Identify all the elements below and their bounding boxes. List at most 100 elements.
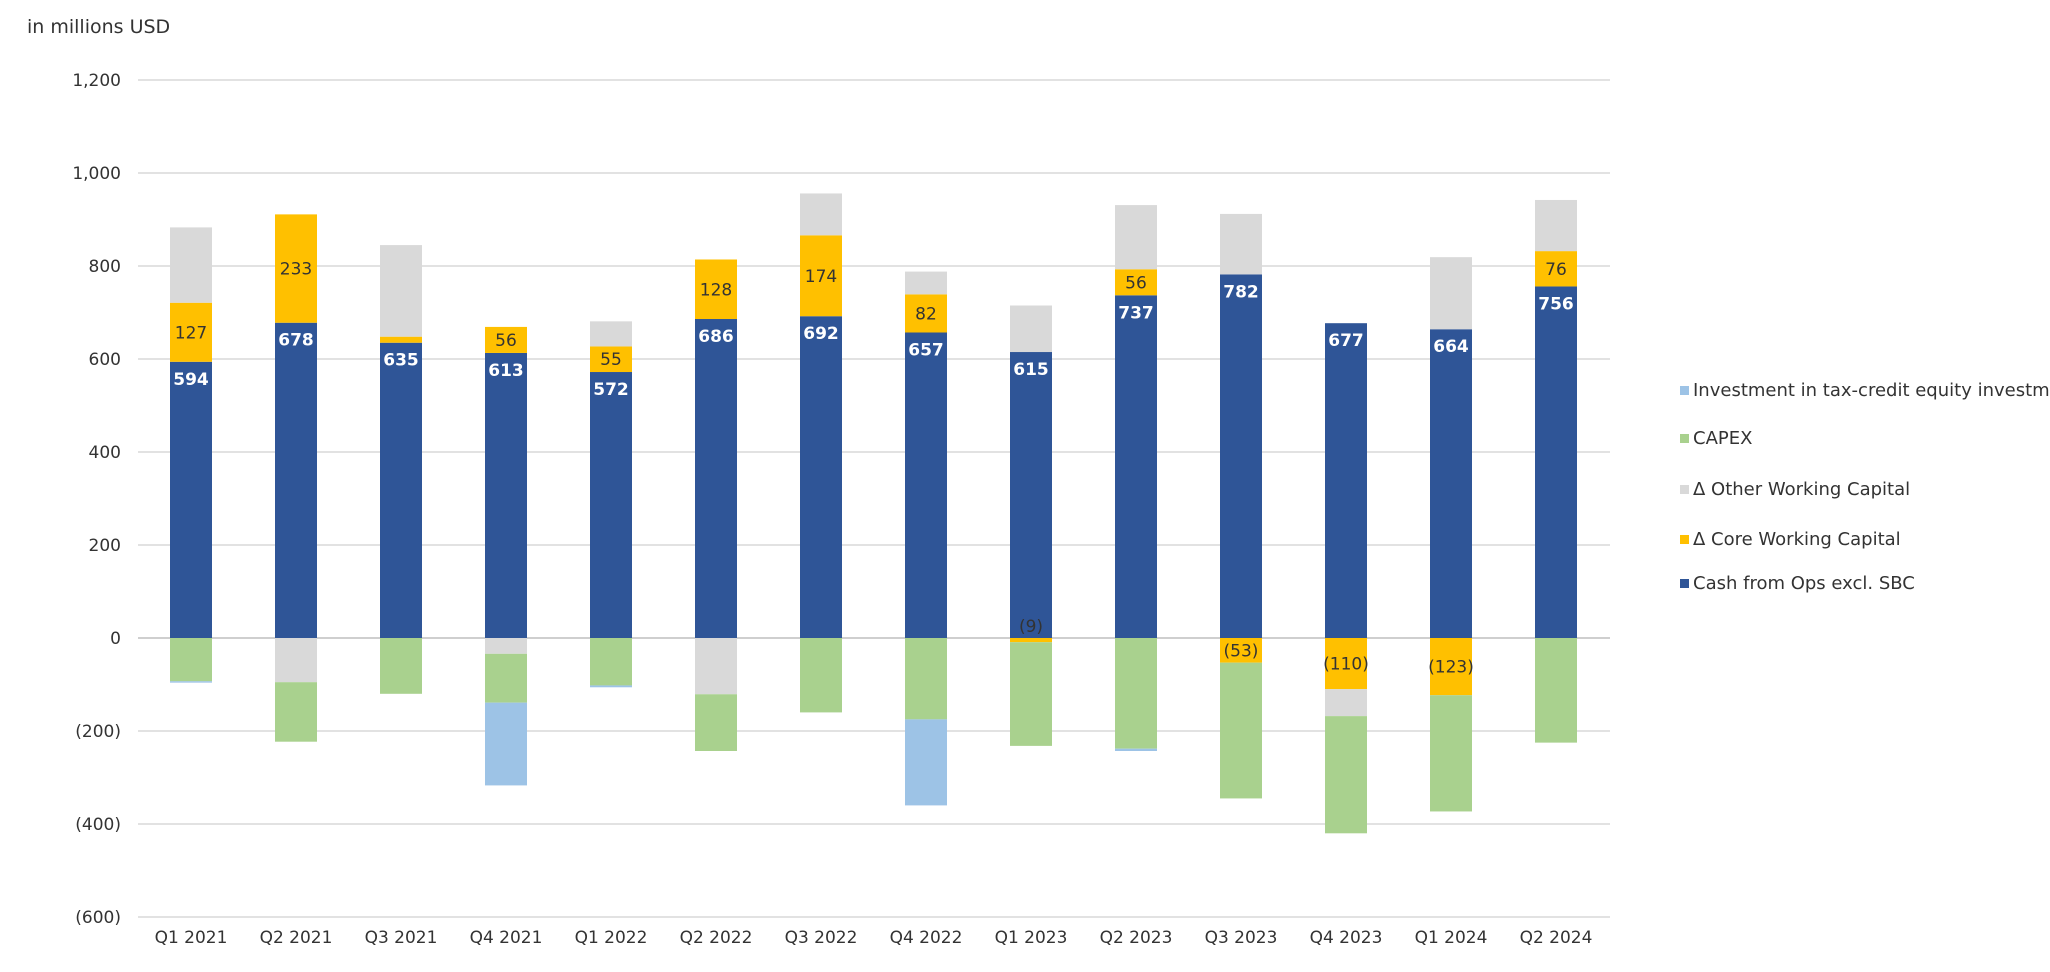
- legend-label: Cash from Ops excl. SBC: [1693, 573, 1915, 594]
- bar-segment: [170, 302, 212, 362]
- data-label: 678: [278, 331, 314, 351]
- data-label: 615: [1013, 360, 1049, 380]
- bar-segment: [1535, 199, 1577, 252]
- bar-segment: [1535, 286, 1577, 638]
- bar-segment: [1325, 716, 1367, 834]
- data-label: 82: [915, 304, 937, 324]
- legend-item-capex: CAPEX: [1680, 428, 1752, 449]
- bar-segment: [485, 702, 527, 786]
- bar-segments: [170, 193, 1577, 834]
- data-label: 56: [495, 331, 517, 351]
- data-label: 128: [700, 280, 732, 300]
- bar-segment: [800, 193, 842, 236]
- legend-item-other-wc: Δ Other Working Capital: [1680, 479, 1910, 500]
- bar-segment: [800, 316, 842, 638]
- bar-segment: [1430, 257, 1472, 330]
- bar-segment: [695, 694, 737, 751]
- y-tick-label: 600: [89, 350, 121, 370]
- bar-segment: [1325, 323, 1367, 638]
- legend-swatch: [1680, 535, 1689, 544]
- x-axis-ticks: Q1 2021 Q2 2021 Q3 2021 Q4 2021 Q1 2022 Q2 20…: [155, 928, 1593, 948]
- bar-segment: [590, 685, 632, 688]
- bar-segment: [590, 372, 632, 638]
- bar-segment: [485, 638, 527, 654]
- data-label: 572: [593, 380, 629, 400]
- y-tick-label: 1,000: [72, 164, 121, 184]
- data-label: 686: [698, 327, 734, 347]
- data-label: 127: [175, 323, 207, 343]
- x-tick-label: Q2 2021: [260, 928, 333, 948]
- data-label: 613: [488, 361, 524, 381]
- bar-segment: [905, 294, 947, 333]
- bar-segment: [1535, 251, 1577, 287]
- y-tick-label: 1,200: [72, 71, 121, 91]
- bar-segment: [380, 336, 422, 343]
- x-tick-label: Q2 2024: [1520, 928, 1593, 948]
- y-tick-label: (600): [75, 908, 121, 928]
- bar-segment: [905, 271, 947, 295]
- data-label: 737: [1118, 303, 1154, 323]
- bar-segment: [275, 638, 317, 683]
- data-label: 56: [1125, 273, 1147, 293]
- data-labels: 594 127 678 233 635 613 56 572 55 686 128 692 174 657…: [173, 260, 1574, 678]
- bar-segment: [695, 638, 737, 695]
- unit-label: in millions USD: [27, 16, 171, 38]
- legend-label: Δ Other Working Capital: [1693, 479, 1911, 500]
- bar-segment: [695, 319, 737, 638]
- bar-segment: [1535, 638, 1577, 743]
- bar-segment: [1430, 638, 1472, 696]
- data-label: 174: [805, 267, 837, 287]
- bar-segment: [695, 259, 737, 320]
- bar-segment: [170, 227, 212, 303]
- y-tick-label: 0: [110, 629, 121, 649]
- legend-swatch: [1680, 579, 1689, 588]
- legend-label: CAPEX: [1693, 428, 1753, 449]
- y-tick-label: (400): [75, 815, 121, 835]
- legend-swatch: [1680, 386, 1689, 395]
- bar-segment: [380, 342, 422, 638]
- bar-segment: [1220, 662, 1262, 799]
- data-label: 756: [1538, 294, 1574, 314]
- bar-segment: [170, 361, 212, 638]
- x-tick-label: Q1 2024: [1415, 928, 1488, 948]
- bar-segment: [485, 326, 527, 353]
- x-tick-label: Q2 2022: [680, 928, 753, 948]
- bar-segment: [1430, 695, 1472, 812]
- bar-segment: [1220, 274, 1262, 638]
- data-label: (123): [1428, 658, 1474, 678]
- data-label: 692: [803, 324, 839, 344]
- data-label: 635: [383, 351, 419, 371]
- x-tick-label: Q3 2023: [1205, 928, 1278, 948]
- bar-segment: [485, 352, 527, 638]
- bar-segment: [590, 638, 632, 686]
- y-tick-label: 200: [89, 536, 121, 556]
- bar-segment: [905, 332, 947, 638]
- bar-segment: [1115, 205, 1157, 270]
- gridlines: [138, 79, 1610, 918]
- bar-segment: [1010, 638, 1052, 643]
- bar-segment: [1115, 748, 1157, 751]
- data-label: (110): [1323, 655, 1369, 675]
- x-tick-label: Q3 2022: [785, 928, 858, 948]
- x-tick-label: Q4 2022: [890, 928, 963, 948]
- data-label: 55: [600, 350, 622, 370]
- x-tick-label: Q1 2023: [995, 928, 1068, 948]
- bar-segment: [1010, 305, 1052, 353]
- bar-segment: [905, 638, 947, 720]
- legend-swatch: [1680, 485, 1689, 494]
- bar-segment: [1115, 295, 1157, 638]
- y-tick-label: 400: [89, 443, 121, 463]
- data-label: 677: [1328, 331, 1364, 351]
- data-label: 782: [1223, 282, 1259, 302]
- legend-label: Δ Core Working Capital: [1693, 529, 1901, 550]
- data-label: 664: [1433, 337, 1469, 357]
- legend-item-core-wc: Δ Core Working Capital: [1680, 529, 1901, 550]
- data-label: (9): [1019, 617, 1043, 637]
- data-label: 594: [173, 370, 209, 390]
- x-tick-label: Q1 2021: [155, 928, 228, 948]
- bar-segment: [1325, 689, 1367, 717]
- bar-segment: [1115, 269, 1157, 296]
- bar-segment: [800, 235, 842, 317]
- bar-segment: [590, 321, 632, 347]
